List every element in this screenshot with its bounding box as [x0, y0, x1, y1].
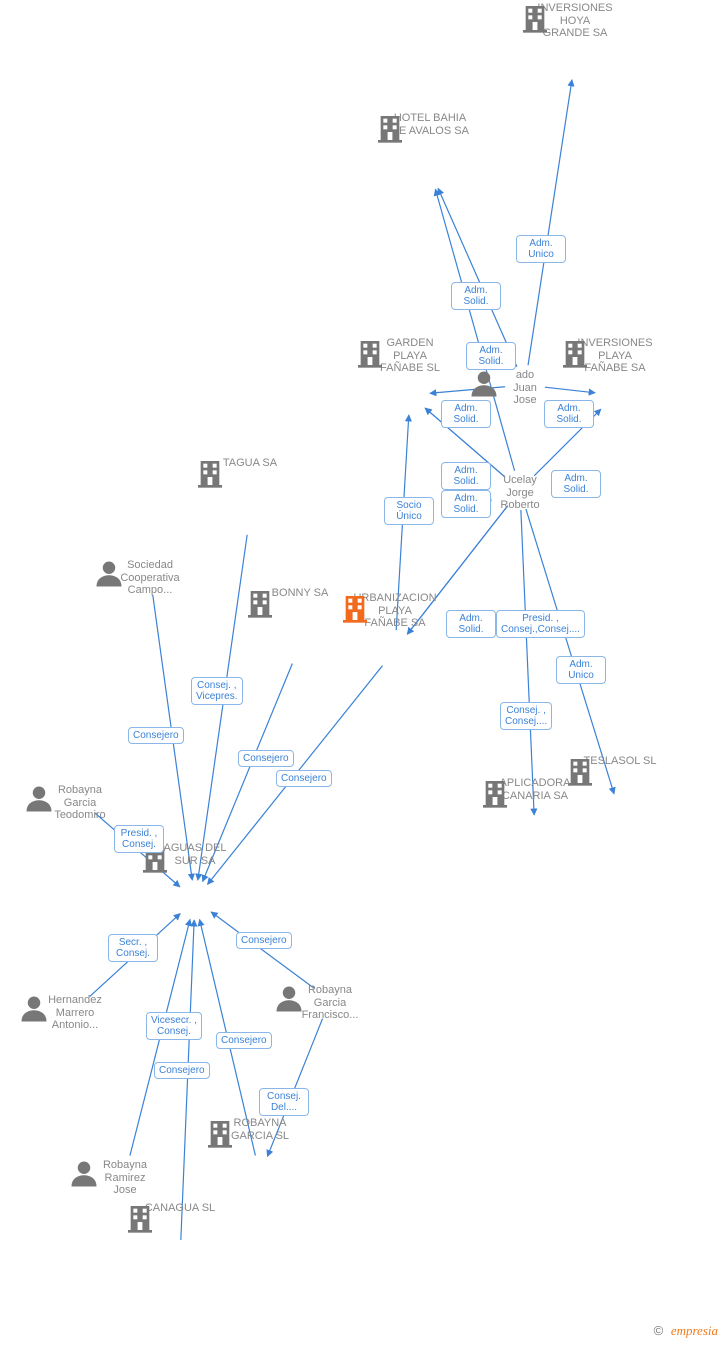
company-node[interactable]: CANAGUA SL: [124, 1202, 236, 1215]
company-node[interactable]: ROBAYNA GARCIA SL: [204, 1117, 316, 1142]
edge-label: Adm. Solid.: [441, 462, 491, 490]
edge-label: Consej. , Vicepres.: [191, 677, 243, 705]
person-node[interactable]: Robayna Ramirez Jose: [69, 1159, 181, 1197]
company-node[interactable]: HOTEL BAHIA DE AVALOS SA: [374, 112, 486, 137]
edge-line: [181, 920, 194, 1240]
watermark: © empresia: [654, 1323, 718, 1339]
edge-label: Consejero: [276, 770, 332, 787]
company-node[interactable]: APLICADORA CANARIA SA: [479, 777, 591, 802]
edge-label: Secr. , Consej.: [108, 934, 158, 962]
edge-line: [526, 509, 614, 794]
person-node[interactable]: Sociedad Cooperativa Campo...: [94, 559, 206, 597]
edge-label: Consej. , Consej....: [500, 702, 552, 730]
edge-label: Adm. Solid.: [446, 610, 496, 638]
edge-line: [528, 80, 572, 365]
edge-label: Adm. Solid.: [451, 282, 501, 310]
person-node[interactable]: Robayna Garcia Teodomiro: [24, 784, 136, 822]
company-node[interactable]: TESLASOL SL: [564, 755, 676, 768]
edge-line: [211, 912, 314, 988]
edge-label: Consejero: [216, 1032, 272, 1049]
edge-label: Consejero: [238, 750, 294, 767]
company-node[interactable]: GARDEN PLAYA FAÑABE SL: [354, 337, 466, 375]
edge-label: Adm. Solid.: [466, 342, 516, 370]
edge-label: Consejero: [236, 932, 292, 949]
edge-label: Adm. Solid.: [441, 490, 491, 518]
edge-label: Adm. Solid.: [441, 400, 491, 428]
edge-label: Adm. Solid.: [544, 400, 594, 428]
edge-label: Consejero: [128, 727, 184, 744]
edge-label: Adm. Unico: [556, 656, 606, 684]
edge-label: Socio Único: [384, 497, 434, 525]
person-node[interactable]: Robayna Garcia Francisco...: [274, 984, 386, 1022]
edge-label: Vicesecr. , Consej.: [146, 1012, 202, 1040]
company-node[interactable]: URBANIZACION PLAYA FAÑABE SA: [339, 592, 451, 630]
edge-label: Consejero: [154, 1062, 210, 1079]
edge-line: [521, 510, 534, 815]
edge-label: Consej. Del....: [259, 1088, 309, 1116]
copyright-symbol: ©: [654, 1323, 664, 1338]
company-node[interactable]: TAGUA SA: [194, 457, 306, 470]
company-node[interactable]: INVERSIONES HOYA GRANDE SA: [519, 2, 631, 40]
edge-label: Adm. Solid.: [551, 470, 601, 498]
edges-layer: [0, 0, 728, 1345]
edge-label: Presid. , Consej.,Consej....: [496, 610, 585, 638]
edge-line: [435, 189, 514, 470]
edge-label: Adm. Unico: [516, 235, 566, 263]
edge-label: Presid. , Consej.: [114, 825, 164, 853]
person-node[interactable]: Hernandez Marrero Antonio...: [19, 994, 131, 1032]
brand-name: empresia: [671, 1323, 718, 1338]
